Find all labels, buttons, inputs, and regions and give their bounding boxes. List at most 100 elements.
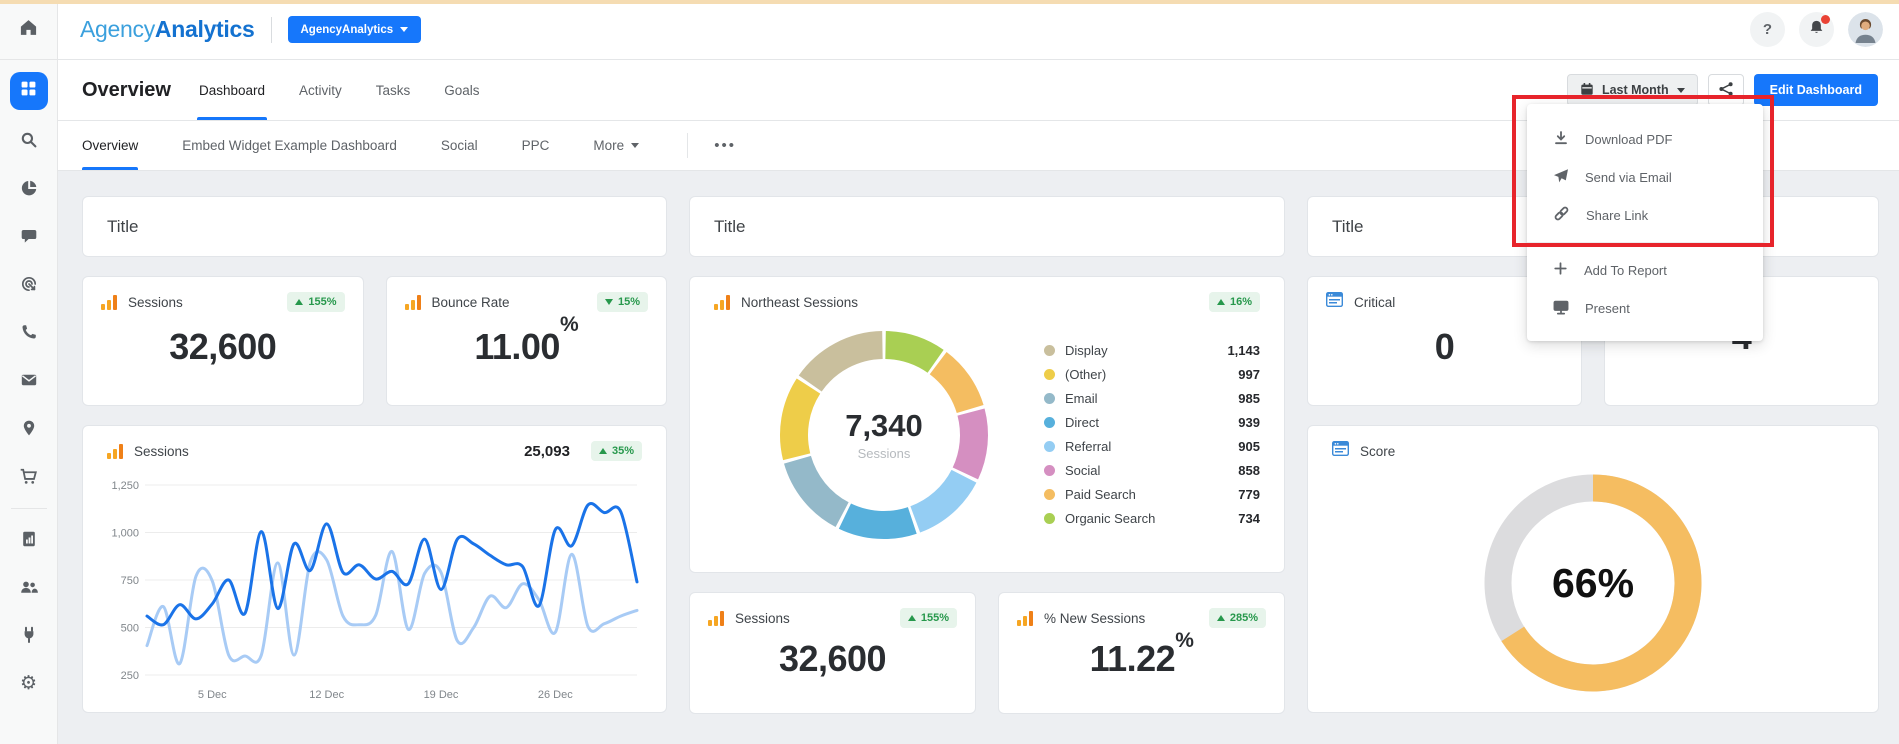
sidebar: ⚙ <box>0 0 58 744</box>
sidebar-item-ecommerce[interactable] <box>11 458 47 494</box>
subtab-embed-widget-example[interactable]: Embed Widget Example Dashboard <box>182 138 397 153</box>
down-arrow-icon <box>604 299 613 305</box>
account-selector-button[interactable]: AgencyAnalytics <box>287 16 422 43</box>
sidebar-item-reports[interactable] <box>11 521 47 557</box>
legend-dot <box>1044 441 1055 452</box>
shopping-cart-icon <box>19 467 38 486</box>
download-icon <box>1553 130 1569 149</box>
sidebar-item-email[interactable] <box>11 362 47 398</box>
sessions-kpi-card[interactable]: Sessions 155% 32,600 <box>82 276 364 406</box>
subtab-overflow-button[interactable]: ••• <box>714 137 736 154</box>
plus-icon <box>1553 261 1568 279</box>
sidebar-item-clients[interactable] <box>11 569 47 605</box>
svg-text:500: 500 <box>121 623 139 635</box>
legend-dot <box>1044 513 1055 524</box>
menu-item-present[interactable]: Present <box>1527 289 1763 327</box>
search-icon <box>20 131 38 149</box>
edit-dashboard-button[interactable]: Edit Dashboard <box>1753 74 1878 106</box>
agency-analytics-logo[interactable]: AgencyAnalytics <box>80 16 255 42</box>
chat-bubble-icon <box>20 227 38 245</box>
header-actions: Last Month Edit Dashboard <box>1566 74 1878 106</box>
up-arrow-icon <box>1216 299 1225 305</box>
legend-item: Display 1,143 <box>1044 343 1260 358</box>
score-gauge: 66% <box>1471 461 1715 705</box>
monitor-icon <box>1553 299 1569 318</box>
up-arrow-icon <box>295 299 304 305</box>
notification-badge-dot <box>1821 15 1830 24</box>
analytics-bars-icon <box>107 443 123 459</box>
paper-plane-icon <box>1553 168 1569 187</box>
column-2: Title Northeast Sessions 16% 7,340 Sessi… <box>689 196 1285 714</box>
new-sessions-kpi-card[interactable]: % New Sessions 285% 11.22% <box>998 592 1285 714</box>
score-gauge-card[interactable]: Score 66% <box>1307 425 1879 713</box>
window-top-strip <box>0 0 1899 4</box>
change-badge: 285% <box>1208 608 1266 628</box>
analytics-bars-icon <box>101 294 117 310</box>
gauge-center-value: 66% <box>1551 559 1635 606</box>
widget-label: Sessions <box>128 294 183 310</box>
menu-item-download-pdf[interactable]: Download PDF <box>1527 120 1763 158</box>
widget-title-input[interactable]: Title <box>82 196 667 257</box>
help-button[interactable]: ? <box>1750 12 1785 47</box>
plug-icon <box>20 626 38 644</box>
widget-title-input[interactable]: Title <box>689 196 1285 257</box>
bounce-rate-kpi-card[interactable]: Bounce Rate 15% 11.00% <box>385 276 667 406</box>
sessions-line-chart-card[interactable]: Sessions 25,093 35% 250 500 750 1,000 1,250 5… <box>82 425 667 713</box>
legend-dot <box>1044 489 1055 500</box>
svg-text:1,250: 1,250 <box>111 480 139 492</box>
sidebar-item-analytics[interactable] <box>11 170 47 206</box>
date-range-button[interactable]: Last Month <box>1566 74 1698 106</box>
tab-activity[interactable]: Activity <box>299 82 342 98</box>
svg-text:19 Dec: 19 Dec <box>424 689 459 701</box>
subtab-ppc[interactable]: PPC <box>521 138 550 153</box>
sidebar-item-calls[interactable] <box>11 314 47 350</box>
legend-dot <box>1044 369 1055 380</box>
sidebar-item-search[interactable] <box>11 122 47 158</box>
menu-item-share-link[interactable]: Share Link <box>1527 196 1763 234</box>
notifications-button[interactable] <box>1799 12 1834 47</box>
sessions-kpi-card-2[interactable]: Sessions 155% 32,600 <box>689 592 976 714</box>
trend-total-value: 25,093 <box>524 442 570 460</box>
sidebar-item-settings[interactable]: ⚙ <box>11 665 47 701</box>
target-swirl-icon <box>20 275 38 293</box>
site-audit-icon <box>1331 440 1350 461</box>
legend-dot <box>1044 465 1055 476</box>
subtab-overview[interactable]: Overview <box>82 121 139 170</box>
sidebar-item-campaigns[interactable] <box>11 266 47 302</box>
widget-label: Sessions <box>134 443 189 459</box>
logo-divider <box>270 16 272 43</box>
menu-item-add-to-report[interactable]: Add To Report <box>1527 251 1763 289</box>
sidebar-item-integrations[interactable] <box>11 617 47 653</box>
subtab-social[interactable]: Social <box>440 138 478 153</box>
user-avatar[interactable] <box>1848 12 1883 47</box>
kpi-value: 11.22% <box>1089 629 1194 679</box>
sidebar-item-comments[interactable] <box>11 218 47 254</box>
calendar-icon <box>1580 82 1594 99</box>
tab-dashboard[interactable]: Dashboard <box>196 60 268 120</box>
menu-item-send-via-email[interactable]: Send via Email <box>1527 158 1763 196</box>
dashboard-grid-icon <box>20 80 37 102</box>
widget-label: Critical <box>1354 294 1396 310</box>
svg-text:12 Dec: 12 Dec <box>309 689 344 701</box>
envelope-icon <box>20 371 38 389</box>
kpi-row-1: Sessions 155% 32,600 Bounce Rate 15% 11.… <box>82 276 667 406</box>
northeast-sessions-donut-card[interactable]: Northeast Sessions 16% 7,340 Sessions Di… <box>689 276 1285 573</box>
tab-tasks[interactable]: Tasks <box>375 82 411 98</box>
up-arrow-icon <box>598 448 607 454</box>
widget-label: Sessions <box>735 610 790 626</box>
sidebar-item-home[interactable] <box>0 0 57 60</box>
report-file-icon <box>20 530 38 548</box>
top-bar: AgencyAnalytics AgencyAnalytics ? <box>58 0 1899 60</box>
bell-icon <box>1808 19 1825 40</box>
legend-dot <box>1044 417 1055 428</box>
sidebar-item-local[interactable] <box>11 410 47 446</box>
tab-goals[interactable]: Goals <box>444 82 480 98</box>
share-button[interactable] <box>1707 74 1744 106</box>
legend-item: (Other) 997 <box>1044 367 1260 382</box>
chevron-down-icon <box>631 143 640 148</box>
sidebar-item-dashboards[interactable] <box>9 72 48 110</box>
subtab-more[interactable]: More <box>593 121 640 170</box>
sessions-line-chart: 250 500 750 1,000 1,250 5 Dec 12 Dec 19 Dec 26 D… <box>111 480 639 701</box>
legend-item: Paid Search 779 <box>1044 487 1260 502</box>
map-pin-icon <box>20 419 38 437</box>
